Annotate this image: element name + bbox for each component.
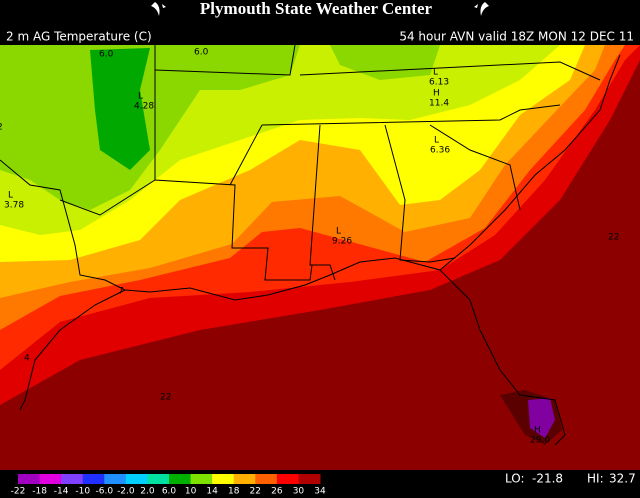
map: 6.06.0L4.28L6.13H11.4L6.362L3.78L9.26227…	[0, 44, 640, 470]
legend-label: 2.0	[140, 487, 155, 497]
color-swatch	[255, 474, 278, 484]
state-border	[154, 45, 313, 281]
legend-label: -10	[75, 487, 90, 497]
temp-band	[330, 45, 440, 80]
temp-band	[90, 48, 150, 170]
legend-label: 6.0	[162, 487, 177, 497]
lo-value: -21.8	[532, 472, 563, 486]
map-value: 4	[24, 354, 30, 364]
marker: L	[336, 227, 341, 237]
marker: H	[534, 426, 541, 436]
marker: H	[433, 89, 440, 99]
temp-band	[0, 45, 300, 210]
color-swatch	[104, 474, 127, 484]
map-value: 4.28	[134, 102, 154, 112]
state-border	[429, 124, 521, 211]
color-swatch	[61, 474, 84, 484]
color-swatch	[233, 474, 256, 484]
legend-label: -2.0	[117, 487, 135, 497]
state-border	[309, 124, 336, 281]
map-value: 11.4	[429, 99, 449, 109]
map-value: 9.26	[332, 237, 352, 247]
bird-icon	[151, 2, 166, 16]
color-swatch	[147, 474, 170, 484]
state-border	[299, 61, 601, 81]
map-value: 22	[608, 233, 619, 243]
marker: L	[434, 136, 439, 146]
state-border	[229, 124, 263, 186]
color-swatch	[125, 474, 148, 484]
marker: L	[138, 92, 143, 102]
legend-label: -14	[54, 487, 69, 497]
map-value: 2	[0, 123, 3, 133]
color-swatch	[82, 474, 105, 484]
legend-label: 14	[206, 487, 218, 497]
coastline	[0, 159, 566, 446]
hi-value: 32.7	[609, 472, 636, 486]
legend-label: 30	[293, 487, 305, 497]
legend-label: -6.0	[96, 487, 114, 497]
map-value: 6.13	[429, 78, 449, 88]
map-value: 6.0	[99, 50, 114, 60]
legend-label: 26	[271, 487, 283, 497]
legend-label: -18	[32, 487, 47, 497]
legend-label: 10	[185, 487, 197, 497]
legend-label: -22	[11, 487, 26, 497]
valid-time: 54 hour AVN valid 18Z MON 12 DEC 11	[399, 30, 634, 44]
state-border	[261, 104, 561, 126]
title: Plymouth State Weather Center	[200, 0, 433, 18]
map-value: 6.36	[430, 146, 450, 156]
lo-label: LO:	[505, 472, 525, 486]
map-value: 29.0	[530, 436, 550, 446]
color-swatch	[39, 474, 62, 484]
bird-icon	[474, 2, 489, 16]
color-bar: -22 -18 -14 -10 -6.0 -2.0 2.0 6.0 10 14 18 22 26 30 34	[11, 474, 326, 497]
map-value: 7	[118, 287, 124, 297]
legend-label: 22	[250, 487, 261, 497]
state-border	[154, 44, 296, 76]
color-swatch	[169, 474, 192, 484]
coastline	[19, 289, 126, 411]
marker: L	[8, 191, 13, 201]
state-border	[59, 179, 156, 216]
temp-band	[528, 398, 555, 438]
legend-label: 18	[228, 487, 240, 497]
coastline	[439, 54, 621, 271]
color-swatch	[276, 474, 299, 484]
state-border	[384, 124, 456, 263]
hi-label: HI:	[587, 472, 604, 486]
color-swatch	[212, 474, 235, 484]
color-swatch	[190, 474, 213, 484]
color-swatch	[18, 474, 41, 484]
legend-label: 34	[314, 487, 326, 497]
field-name: 2 m AG Temperature (C)	[6, 30, 152, 44]
color-swatch	[298, 474, 321, 484]
map-value: 22	[160, 393, 171, 403]
marker: L	[433, 68, 438, 78]
map-value: 6.0	[194, 48, 209, 58]
map-value: 3.78	[4, 201, 24, 211]
